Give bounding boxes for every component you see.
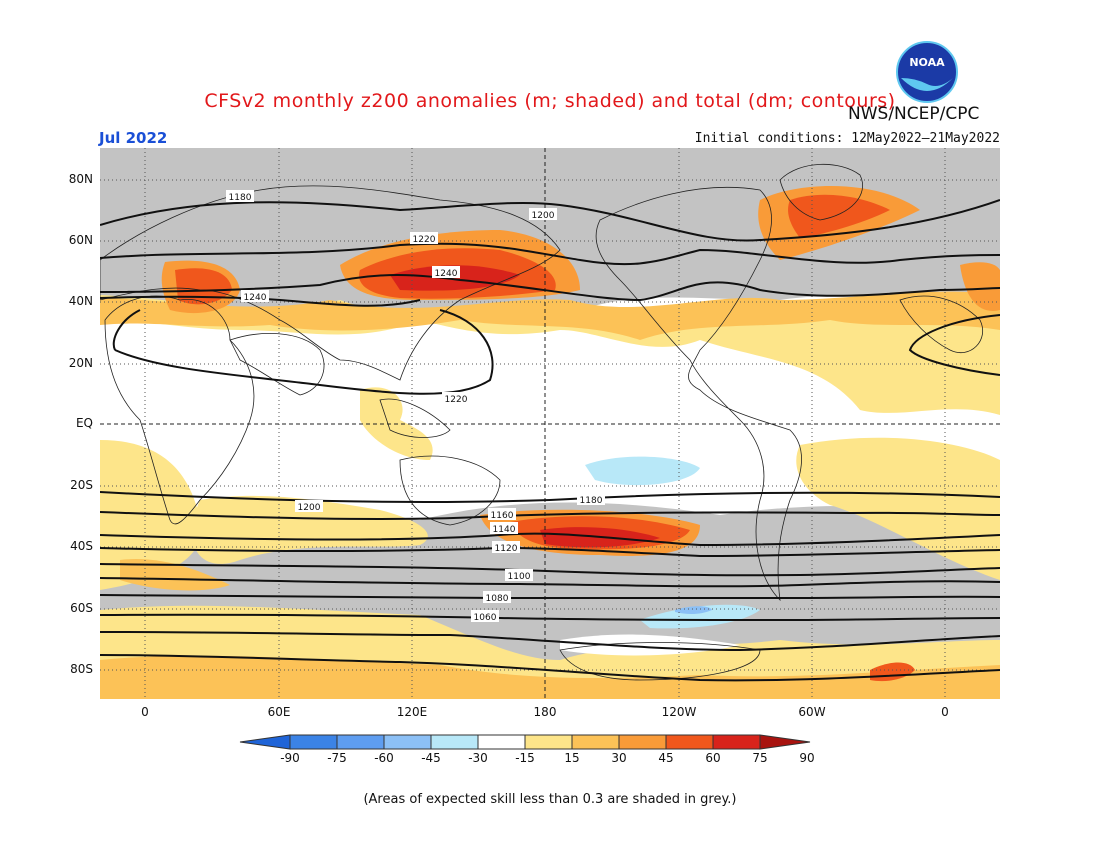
- height-contours: [100, 199, 1000, 682]
- contour-label: 1200: [532, 211, 555, 221]
- colorbar-swatch: [571, 734, 620, 750]
- colorbar-label: -75: [327, 751, 347, 765]
- colorbar-label: -30: [468, 751, 488, 765]
- forecast-month: Jul 2022: [99, 129, 168, 147]
- lat-tick-label: 40N: [68, 294, 93, 308]
- colorbar: -90 -75 -60 -45 -30 -15 15 30 45 60 75 90: [239, 734, 815, 765]
- lat-tick-label: 40S: [70, 539, 93, 553]
- lat-tick-label: 20N: [68, 356, 93, 370]
- lon-tick-label: 0: [941, 705, 949, 719]
- contour-label: 1220: [413, 235, 436, 245]
- agency-label: NWS/NCEP/CPC: [848, 104, 980, 124]
- lon-tick-label: 180: [533, 705, 557, 719]
- contour-label: 1120: [495, 544, 518, 554]
- colorbar-label: 75: [752, 751, 767, 765]
- lon-tick-label: 120E: [396, 705, 428, 719]
- colorbar-swatch: [336, 734, 385, 750]
- skill-note: (Areas of expected skill less than 0.3 a…: [363, 792, 737, 807]
- colorbar-swatch: [524, 734, 573, 750]
- contour-label: 1180: [229, 193, 252, 203]
- contour-labels: 1180 1200 1220 1240 1240 1220 1200 1180 1160 1140…: [226, 190, 605, 623]
- colorbar-label: -15: [515, 751, 535, 765]
- lat-tick-label: EQ: [75, 416, 93, 430]
- lon-tick-label: 120W: [661, 705, 697, 719]
- contour-label: 1140: [493, 525, 516, 535]
- contour-label: 1160: [491, 511, 514, 521]
- contour-label: 1080: [486, 594, 509, 604]
- colorbar-label: 90: [799, 751, 814, 765]
- colorbar-swatch: [712, 734, 761, 750]
- colorbar-label: 30: [611, 751, 626, 765]
- contour-label: 1060: [474, 613, 497, 623]
- colorbar-swatch: [383, 734, 432, 750]
- colorbar-swatch: [618, 734, 667, 750]
- lon-tick-label: 0: [141, 705, 149, 719]
- contour-label: 1240: [244, 293, 267, 303]
- noaa-logo: NOAA: [896, 41, 958, 103]
- lat-tick-label: 80N: [68, 172, 93, 186]
- chart-title: CFSv2 monthly z200 anomalies (m; shaded)…: [204, 90, 896, 112]
- lat-tick-label: 80S: [70, 662, 93, 676]
- logo-text: NOAA: [909, 56, 945, 69]
- colorbar-low-arrow: [239, 734, 291, 750]
- colorbar-label: 60: [705, 751, 720, 765]
- colorbar-swatch: [289, 734, 338, 750]
- lat-tick-label: 20S: [70, 478, 93, 492]
- contour-label: 1220: [445, 395, 468, 405]
- contour-label: 1180: [580, 496, 603, 506]
- contour-label: 1240: [435, 269, 458, 279]
- colorbar-label: -90: [280, 751, 300, 765]
- colorbar-label: 45: [658, 751, 673, 765]
- contour-label: 1200: [298, 503, 321, 513]
- colorbar-label: -60: [374, 751, 394, 765]
- lon-tick-label: 60E: [267, 705, 291, 719]
- colorbar-high-arrow: [759, 734, 811, 750]
- colorbar-label: 15: [564, 751, 579, 765]
- colorbar-swatch: [430, 734, 479, 750]
- lon-tick-label: 60W: [798, 705, 826, 719]
- initial-conditions: Initial conditions: 12May2022–21May2022: [694, 131, 1000, 146]
- contour-label: 1100: [508, 572, 531, 582]
- negative-anomalies: [585, 456, 760, 629]
- lat-tick-label: 60S: [70, 601, 93, 615]
- lat-tick-label: 60N: [68, 233, 93, 247]
- colorbar-swatch: [477, 734, 526, 750]
- colorbar-swatch: [665, 734, 714, 750]
- colorbar-label: -45: [421, 751, 441, 765]
